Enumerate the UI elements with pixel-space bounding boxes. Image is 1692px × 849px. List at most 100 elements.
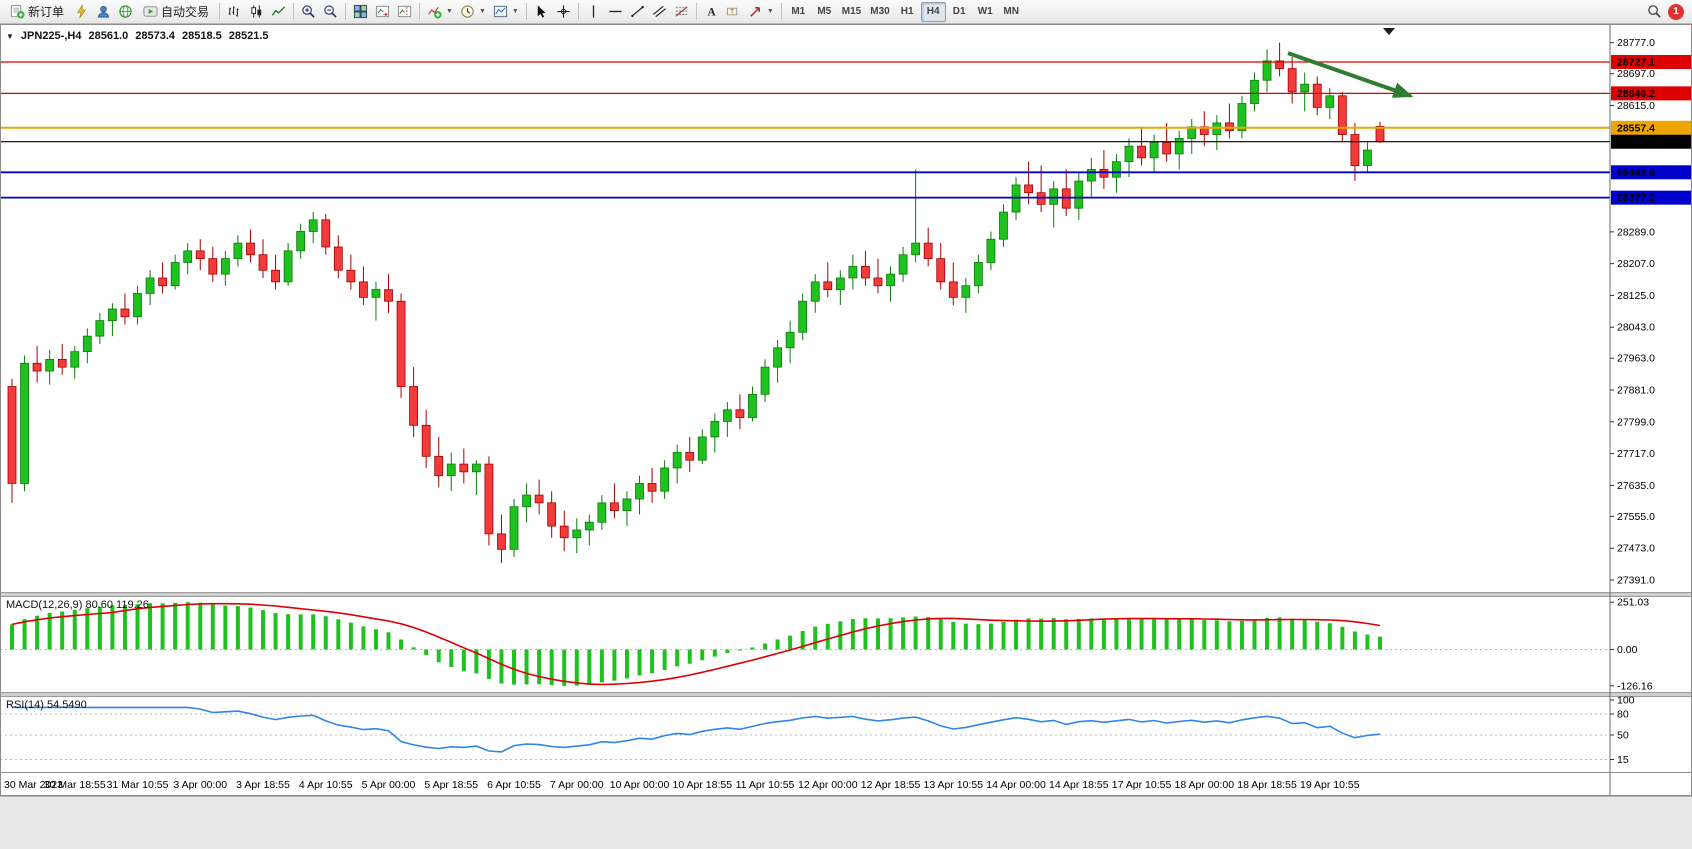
timeframe-h4-button[interactable]: H4 (920, 1, 946, 22)
candle-body (1024, 184, 1033, 194)
macd-histogram-bar (198, 602, 203, 650)
timeframe-m5-button[interactable]: M5 (812, 2, 837, 22)
toolbar-separator (345, 3, 347, 20)
fibonacci-button[interactable] (671, 2, 692, 22)
timeframe-d1-button[interactable]: D1 (947, 2, 972, 22)
new-order-icon (10, 4, 25, 19)
candle-body (283, 250, 293, 283)
timeframe-h1-button[interactable]: H1 (895, 2, 920, 22)
scroll-to-end-marker[interactable] (1383, 28, 1395, 35)
auto-scroll-button[interactable] (372, 2, 393, 22)
panel-splitter[interactable] (0, 592, 1692, 597)
macd-histogram-bar (612, 649, 617, 681)
ohlc-high: 28573.4 (135, 30, 175, 42)
price-axis-label: 28777.0 (1617, 37, 1655, 49)
candle-body (584, 521, 594, 531)
candle-body (32, 362, 42, 372)
line-chart-button[interactable] (268, 2, 289, 22)
tile-windows-button[interactable] (350, 2, 371, 22)
macd-histogram-bar (863, 618, 868, 650)
crosshair-button[interactable] (553, 2, 574, 22)
horizontal-line-button[interactable] (605, 2, 626, 22)
toolbar-separator (419, 3, 421, 20)
candle-body (471, 463, 481, 473)
macd-histogram-bar (1001, 621, 1006, 650)
chart-shift-button[interactable] (394, 2, 415, 22)
macd-histogram-bar (1164, 619, 1169, 650)
candle-body (697, 436, 707, 461)
macd-histogram-bar (901, 617, 906, 650)
trendline-button[interactable] (627, 2, 648, 22)
timeframe-m1-button[interactable]: M1 (786, 2, 811, 22)
zoom-out-button[interactable] (320, 2, 341, 22)
autotrading-button[interactable]: 自动交易 (137, 2, 215, 22)
templates-button[interactable]: ▼ (490, 2, 522, 22)
candle-body (57, 358, 67, 368)
candle-body (823, 281, 833, 291)
candle-body (798, 300, 808, 333)
market-watch-button[interactable] (71, 2, 92, 22)
macd-histogram-bar (386, 632, 391, 650)
arrows-button[interactable]: ▼ (745, 2, 777, 22)
text-icon: A (707, 7, 716, 19)
indicators-button[interactable]: ▼ (424, 2, 456, 22)
candle-body (622, 498, 632, 511)
macd-histogram-bar (1026, 618, 1031, 650)
periods-clock-icon (461, 5, 474, 18)
candle-body (923, 242, 933, 260)
label-button[interactable]: T (723, 2, 744, 22)
timeframe-w1-button[interactable]: W1 (973, 2, 998, 22)
cursor-button[interactable] (531, 2, 552, 22)
trendline-icon (630, 5, 644, 18)
timeframe-m30-button[interactable]: M30 (866, 2, 893, 22)
candlestick-button[interactable] (246, 2, 267, 22)
macd-histogram-bar (122, 605, 127, 650)
search-button[interactable] (1644, 2, 1665, 22)
macd-histogram-bar (737, 649, 742, 651)
time-axis-label: 3 Apr 18:55 (236, 779, 290, 791)
candle-body (1262, 60, 1272, 81)
macd-histogram-bar (825, 623, 830, 650)
macd-histogram-bar (474, 649, 479, 674)
trend-annotation-arrow[interactable] (1287, 51, 1414, 98)
candle-body (1363, 149, 1372, 166)
macd-histogram-bar (298, 614, 303, 650)
candle-body (760, 366, 770, 395)
macd-indicator-label: MACD(12,26,9) 80.60 119.26 (6, 599, 149, 611)
macd-histogram-bar (524, 649, 529, 685)
pivot-line-price-badge (1611, 120, 1691, 135)
label-icon: T (726, 7, 738, 15)
vertical-line-button[interactable] (583, 2, 604, 22)
periods-button[interactable]: ▼ (457, 2, 489, 22)
time-axis-label: 12 Apr 00:00 (798, 779, 858, 791)
fibonacci-icon (675, 6, 688, 17)
timeframe-m15-button[interactable]: M15 (838, 2, 865, 22)
cursor-icon (537, 5, 546, 18)
candle-body (70, 351, 80, 368)
timeframe-mn-button[interactable]: MN (999, 2, 1024, 22)
bar-chart-button[interactable] (224, 2, 245, 22)
candle-body (1137, 145, 1146, 159)
text-button[interactable]: A (701, 2, 722, 22)
data-window-button[interactable] (93, 2, 114, 22)
toolbar-separator (780, 3, 782, 20)
macd-axis-label: 251.03 (1617, 597, 1649, 609)
channel-button[interactable] (649, 2, 670, 22)
candle-body (220, 258, 230, 275)
macd-histogram-bar (725, 649, 730, 654)
navigator-button[interactable] (115, 2, 136, 22)
candle-body (735, 409, 745, 418)
price-axis-label: 27635.0 (1617, 480, 1655, 492)
macd-histogram-bar (273, 613, 278, 650)
macd-histogram-bar (537, 649, 542, 685)
zoom-in-button[interactable] (298, 2, 319, 22)
candle-body (1250, 79, 1259, 104)
toolbar: 新订单 自动交易 (0, 0, 1692, 24)
notifications-badge[interactable]: 1 (1668, 3, 1684, 20)
panel-splitter[interactable] (0, 692, 1692, 697)
macd-histogram-bar (47, 612, 52, 650)
rsi-axis-label: 50 (1617, 730, 1629, 742)
new-order-button[interactable]: 新订单 (4, 2, 70, 22)
symbol-info-bar[interactable]: ▼ JPN225-,H4 28561.0 28573.4 28518.5 285… (6, 30, 269, 42)
